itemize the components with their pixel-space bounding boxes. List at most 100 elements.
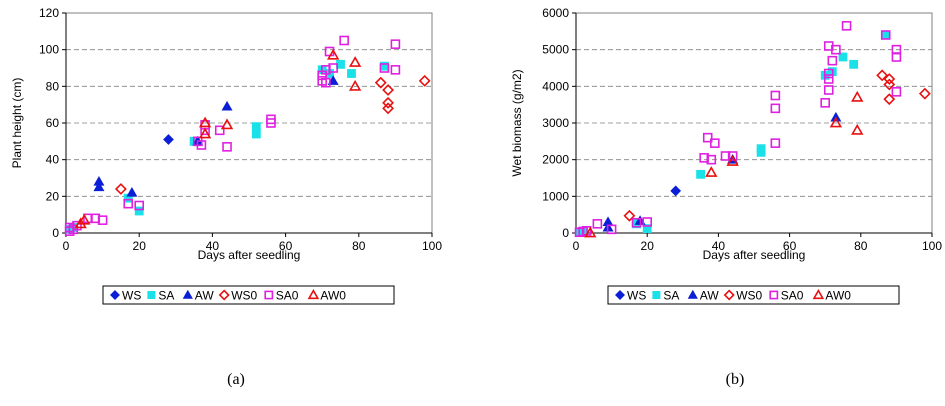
- panel-caption: (a): [227, 371, 245, 388]
- data-point-sa0: [880, 30, 891, 40]
- y-tick-label: 2000: [542, 153, 569, 167]
- legend-label-sa: SA: [663, 289, 679, 303]
- data-point-ws: [163, 134, 174, 145]
- data-point-ws: [670, 185, 682, 197]
- y-tick-label: 20: [46, 189, 60, 203]
- data-point-sa0: [321, 77, 331, 88]
- legend-label-ws0: WS0: [736, 289, 762, 303]
- data-point-sa0: [823, 68, 834, 79]
- data-point-sa0: [770, 138, 781, 148]
- data-point-sa0: [592, 219, 603, 229]
- data-point-sa0: [72, 220, 82, 231]
- data-point-ws0: [374, 76, 387, 89]
- legend-marker-ws0: [723, 289, 735, 301]
- data-point-sa: [642, 224, 652, 234]
- data-point-aw: [126, 187, 138, 197]
- data-point-sa0: [97, 215, 108, 225]
- data-point-aw0: [78, 213, 91, 225]
- y-tick-label: 0: [52, 226, 59, 240]
- data-points: [64, 35, 431, 236]
- y-tick-label: 5000: [542, 43, 569, 57]
- y-axis-title: Plant height (cm): [10, 78, 24, 169]
- data-point-aw0: [198, 127, 212, 139]
- data-point-sa0: [631, 217, 642, 228]
- data-point-aw0: [198, 116, 212, 128]
- data-point-sa0: [196, 140, 207, 150]
- y-axis-ticks: 0 1000 2000 3000 4000 5000 6000: [542, 6, 577, 240]
- data-point-sa0: [831, 44, 841, 55]
- data-point-aw0: [726, 155, 739, 166]
- y-tick-label: 6000: [542, 6, 569, 20]
- data-point-ws0: [918, 87, 931, 100]
- data-point-sa: [838, 52, 848, 62]
- y-tick-label: 0: [562, 226, 569, 240]
- data-point-aw: [221, 100, 233, 111]
- legend-box: [607, 285, 900, 305]
- legend-marker-aw: [182, 289, 193, 299]
- data-point-aw0: [348, 79, 362, 91]
- data-point-aw: [93, 181, 105, 192]
- data-point-sa0: [823, 74, 834, 84]
- x-axis-title: Days after seedling: [703, 248, 806, 262]
- data-point-ws0: [883, 93, 896, 106]
- data-point-sa: [134, 206, 144, 216]
- data-point-sa: [251, 129, 261, 139]
- plot-area-border: [65, 12, 433, 234]
- data-point-aw0: [705, 166, 718, 177]
- data-point-sa0: [827, 55, 838, 66]
- data-point-sa0: [642, 217, 653, 227]
- legend-marker-sa: [147, 291, 156, 299]
- data-point-sa0: [699, 153, 709, 163]
- legend-marker-aw0: [307, 288, 320, 300]
- legend-label-ws: WS: [122, 289, 141, 303]
- x-axis-ticks: 0 20 40 60 80 100: [573, 232, 942, 253]
- data-point-sa0: [891, 87, 902, 97]
- data-points: [574, 21, 931, 238]
- data-point-sa0: [770, 90, 781, 101]
- y-tick-label: 120: [39, 6, 59, 20]
- data-point-sa: [347, 69, 356, 78]
- x-tick-label: 40: [712, 239, 726, 253]
- y-tick-label: 40: [46, 153, 60, 167]
- legend-label-aw: AW: [195, 289, 215, 303]
- data-point-aw0: [851, 90, 864, 102]
- gridlines: [576, 49, 932, 197]
- y-tick-label: 100: [39, 43, 59, 57]
- data-point-sa: [696, 169, 705, 179]
- legend-label-sa0: SA0: [276, 289, 299, 303]
- data-point-aw: [327, 75, 339, 85]
- legend-marker-sa0: [769, 290, 779, 300]
- data-point-aw0: [348, 56, 362, 67]
- data-point-sa0: [214, 125, 225, 136]
- x-tick-label: 20: [133, 239, 147, 253]
- y-tick-label: 60: [46, 116, 60, 130]
- data-point-sa0: [891, 52, 902, 62]
- data-point-sa0: [727, 151, 738, 161]
- x-tick-label: 100: [422, 239, 442, 253]
- data-point-ws0: [623, 209, 636, 222]
- x-tick-label: 20: [641, 239, 655, 253]
- data-point-ws0: [876, 69, 889, 82]
- legend-marker-ws: [615, 290, 625, 300]
- chart-panel-b: 0 1000 2000 3000 4000 5000 6000 0 20 40 60 80 100 D…: [510, 6, 942, 388]
- data-point-sa0: [328, 63, 338, 73]
- data-point-aw0: [584, 226, 597, 238]
- y-tick-label: 80: [46, 79, 60, 93]
- x-tick-label: 60: [783, 239, 797, 253]
- data-point-sa0: [339, 35, 349, 46]
- data-point-sa0: [266, 118, 276, 128]
- data-point-aw0: [829, 116, 843, 128]
- data-point-sa0: [720, 151, 731, 161]
- data-point-sa0: [390, 65, 401, 75]
- data-point-sa0: [706, 154, 717, 165]
- data-point-ws0: [883, 73, 896, 85]
- data-point-sa0: [820, 98, 831, 108]
- y-axis-title: Wet biomass (g/m2): [510, 69, 524, 176]
- legend-label-ws: WS: [627, 289, 646, 303]
- data-point-sa: [881, 30, 891, 40]
- x-tick-label: 0: [573, 239, 580, 253]
- data-point-sa: [251, 122, 261, 132]
- y-axis-ticks: 0 20 40 60 80 100 120: [39, 6, 67, 240]
- x-tick-label: 60: [279, 239, 293, 253]
